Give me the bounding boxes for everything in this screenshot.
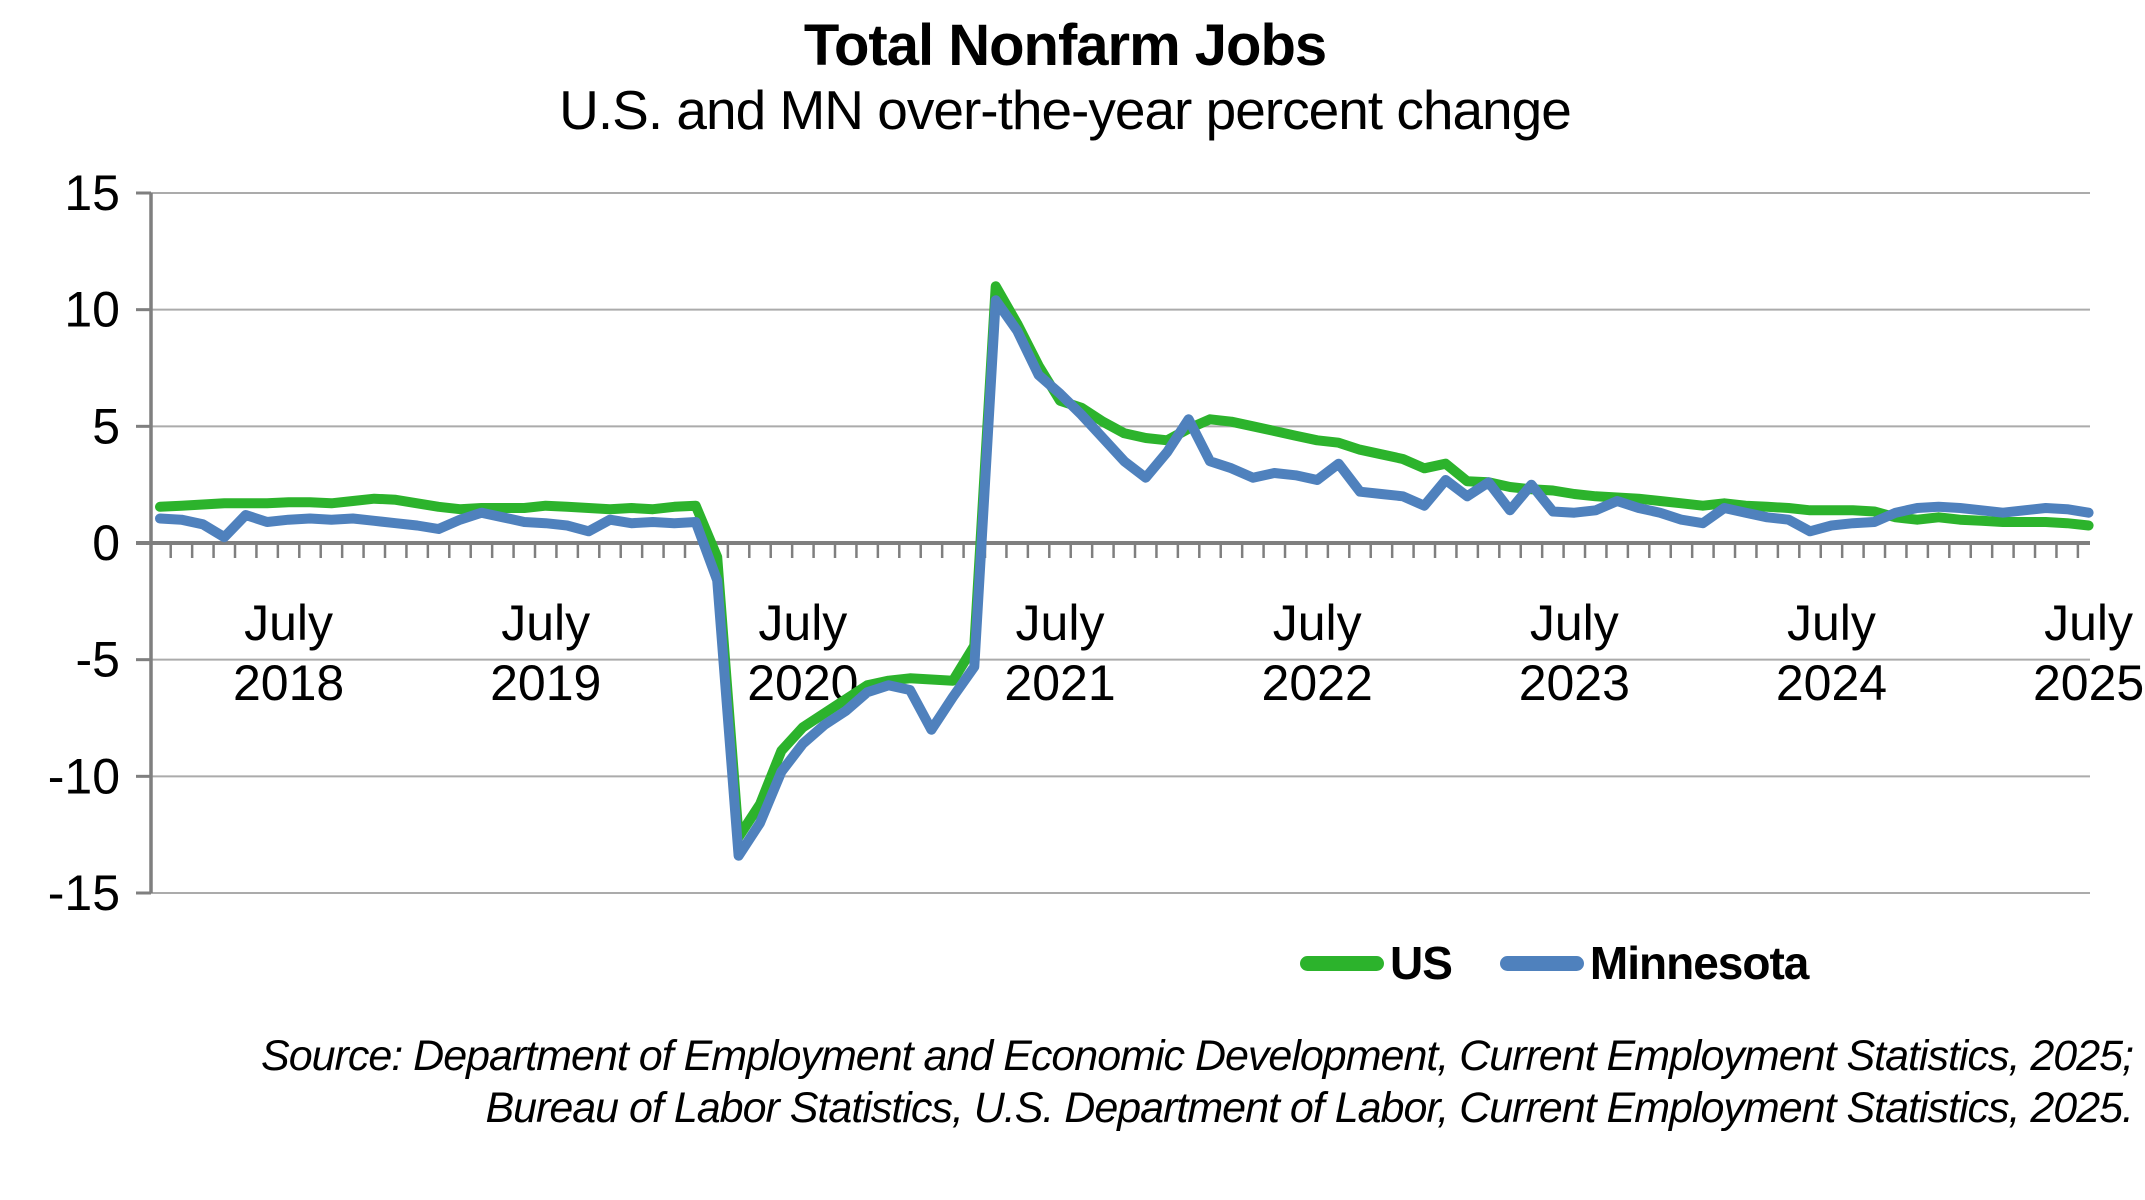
x-tick-label-year: 2019 — [490, 655, 601, 711]
us-legend-label: US — [1390, 937, 1453, 989]
x-tick-label-month: July — [1787, 595, 1876, 651]
x-tick-label-month: July — [1016, 595, 1105, 651]
x-tick-label-year: 2023 — [1519, 655, 1630, 711]
source-line-2: Bureau of Labor Statistics, U.S. Departm… — [485, 1084, 2134, 1133]
y-tick-label: 5 — [92, 398, 120, 454]
x-tick-label-month: July — [758, 595, 847, 651]
x-tick-label-year: 2022 — [1262, 655, 1373, 711]
us-legend-swatch — [1300, 955, 1384, 971]
y-tick-label: -10 — [48, 748, 120, 804]
x-tick-label-month: July — [244, 595, 333, 651]
x-tick-label-month: July — [1530, 595, 1619, 651]
minnesota-legend-label: Minnesota — [1589, 937, 1809, 989]
minnesota-legend-swatch — [1499, 955, 1584, 971]
y-tick-label: -5 — [76, 632, 120, 688]
source-line-1: Source: Department of Employment and Eco… — [261, 1032, 2134, 1080]
y-tick-label: 10 — [64, 282, 120, 338]
x-tick-label-year: 2025 — [2033, 655, 2144, 711]
x-tick-label-month: July — [501, 595, 590, 651]
chart-subtitle: U.S. and MN over-the-year percent change — [559, 79, 1572, 141]
chart-legend: US Minnesota — [1300, 936, 1809, 990]
x-tick-label-month: July — [2044, 595, 2133, 651]
x-tick-label-year: 2021 — [1004, 655, 1115, 711]
chart-title: Total Nonfarm Jobs — [803, 13, 1327, 78]
us-series-line — [155, 281, 2094, 842]
x-tick-label-year: 2024 — [1776, 655, 1887, 711]
y-tick-label: -15 — [48, 865, 120, 921]
x-tick-label-month: July — [1273, 595, 1362, 651]
y-tick-label: 0 — [92, 515, 120, 571]
source-note: Source: Department of Employment and Eco… — [53, 1030, 2134, 1135]
x-tick-label-year: 2018 — [233, 655, 344, 711]
minnesota-series-line — [155, 295, 2094, 861]
y-tick-label: 15 — [64, 165, 120, 221]
